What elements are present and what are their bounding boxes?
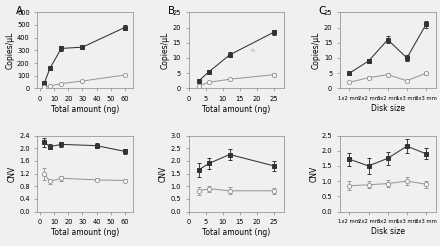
X-axis label: Total amount (ng): Total amount (ng) — [202, 228, 271, 237]
X-axis label: Total amount (ng): Total amount (ng) — [51, 228, 119, 237]
X-axis label: Total amount (ng): Total amount (ng) — [51, 105, 119, 114]
Y-axis label: CNV: CNV — [158, 165, 168, 182]
Text: A: A — [16, 6, 23, 16]
Y-axis label: Copies/μL: Copies/μL — [5, 32, 14, 69]
Y-axis label: CNV: CNV — [7, 165, 16, 182]
Text: n: n — [250, 48, 254, 53]
X-axis label: Total amount (ng): Total amount (ng) — [202, 105, 271, 114]
Y-axis label: Copies/μL: Copies/μL — [161, 32, 170, 69]
Text: C: C — [319, 6, 326, 16]
Text: B: B — [168, 6, 175, 16]
X-axis label: Disk size: Disk size — [371, 104, 405, 113]
Y-axis label: CNV: CNV — [310, 165, 319, 182]
X-axis label: Disk size: Disk size — [371, 227, 405, 236]
Y-axis label: Copies/μL: Copies/μL — [312, 32, 321, 69]
